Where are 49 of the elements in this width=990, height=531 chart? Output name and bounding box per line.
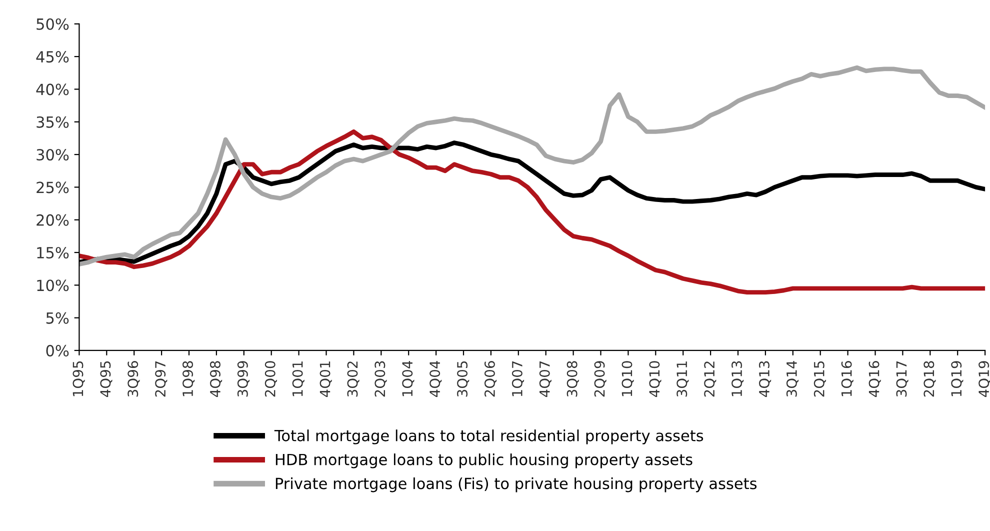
x-tick-label: 1Q04 <box>402 360 414 396</box>
x-tick-label: 1Q95 <box>72 361 85 396</box>
x-tick-label: 2Q97 <box>155 361 168 397</box>
x-tick-label: 4Q98 <box>210 361 222 397</box>
x-tick-label: 4Q95 <box>100 361 112 397</box>
y-tick-label: 5% <box>46 312 69 324</box>
line-series <box>79 65 986 266</box>
x-tick-label: 3Q96 <box>128 361 140 397</box>
y-tick-label: 25% <box>36 182 69 194</box>
x-tick-label: 3Q14 <box>786 360 799 397</box>
line-series <box>79 129 986 295</box>
y-tick-label: 35% <box>36 116 69 128</box>
y-tick-label: 50% <box>36 18 69 30</box>
x-tick-label: 4Q07 <box>539 361 552 397</box>
x-tick-label: 2Q09 <box>594 361 606 397</box>
legend-label: Total mortgage loans to total residential property assets <box>274 430 704 444</box>
y-tick-label: 10% <box>37 280 69 292</box>
x-tick-label: 3Q02 <box>347 362 360 397</box>
x-tick-label: 4Q01 <box>320 361 332 397</box>
x-tick-label: 2Q18 <box>924 361 936 397</box>
legend-label: HDB mortgage loans to public housing property assets <box>276 453 692 468</box>
x-tick-label: 4Q10 <box>649 361 662 397</box>
x-tick-label: 1Q13 <box>732 361 744 396</box>
x-tick-label: 1Q10 <box>622 361 634 396</box>
y-tick-label: 20% <box>36 214 69 226</box>
x-tick-label: 3Q11 <box>676 361 689 397</box>
y-tick-label: 0% <box>46 344 69 356</box>
x-tick-label: 4Q04 <box>430 360 442 397</box>
y-tick-label: 40% <box>36 84 69 96</box>
legend-label: Private mortgage loans (Fis) to private housing property assets <box>276 477 757 492</box>
x-tick-label: 3Q99 <box>237 361 250 397</box>
x-tick-label: 1Q98 <box>182 361 195 396</box>
x-tick-label: 1Q01 <box>292 361 304 396</box>
x-tick-label: 1Q19 <box>951 361 964 396</box>
x-tick-label: 2Q15 <box>814 361 826 397</box>
x-tick-label: 2Q06 <box>484 361 497 397</box>
x-tick-label: 3Q08 <box>566 361 579 397</box>
x-tick-label: 3Q05 <box>457 361 470 397</box>
x-tick-label: 3Q17 <box>896 361 908 397</box>
x-tick-label: 2Q00 <box>264 361 277 397</box>
x-tick-label: 4Q13 <box>758 361 772 397</box>
y-tick-label: 15% <box>37 246 69 259</box>
x-tick-label: 2Q03 <box>374 361 387 397</box>
y-tick-label: 45% <box>36 51 69 63</box>
x-tick-label: 2Q12 <box>704 362 716 397</box>
x-tick-label: 4Q16 <box>868 361 881 397</box>
x-tick-label: 1Q07 <box>512 361 524 396</box>
y-tick-label: 30% <box>36 148 69 161</box>
x-tick-label: 1Q16 <box>841 361 854 396</box>
